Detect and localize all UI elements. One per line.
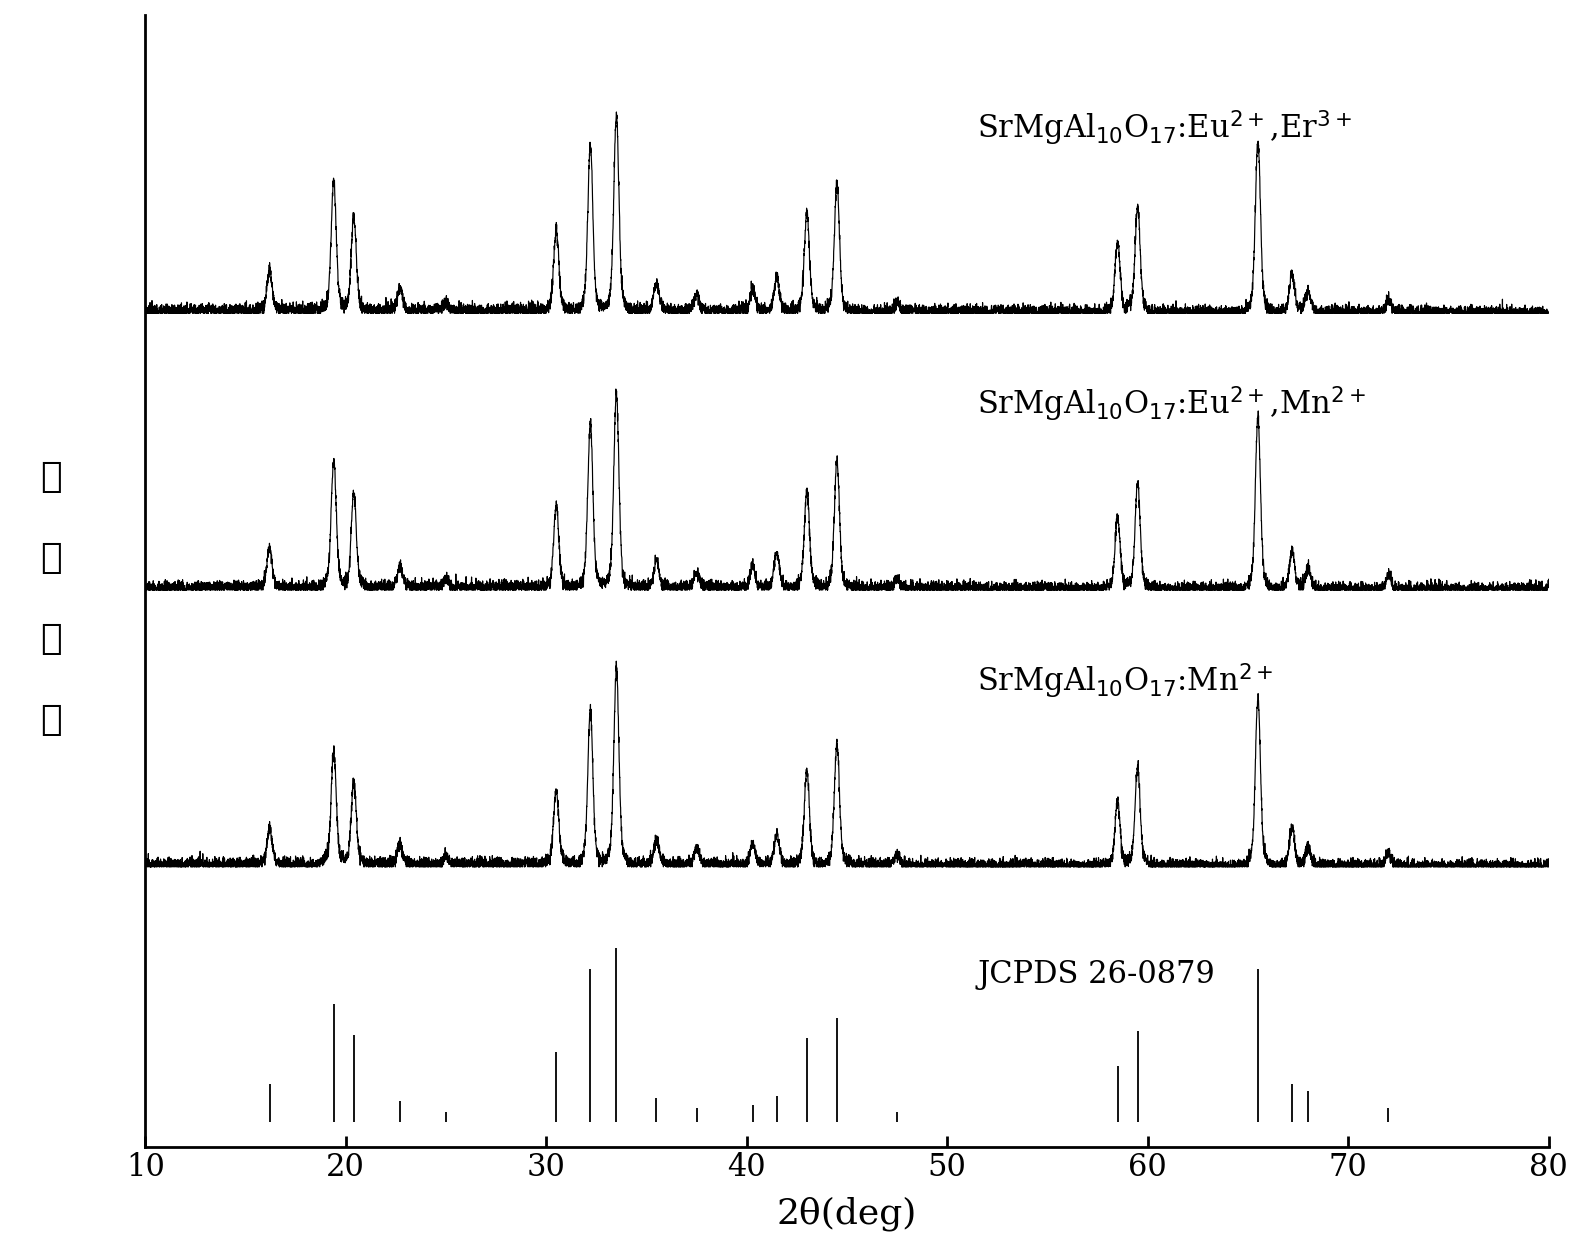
Text: JCPDS 26-0879: JCPDS 26-0879 bbox=[977, 959, 1216, 991]
Text: SrMgAl$_{10}$O$_{17}$:Mn$^{2+}$: SrMgAl$_{10}$O$_{17}$:Mn$^{2+}$ bbox=[977, 662, 1274, 701]
Text: 衍: 衍 bbox=[40, 460, 62, 493]
Text: SrMgAl$_{10}$O$_{17}$:Eu$^{2+}$,Er$^{3+}$: SrMgAl$_{10}$O$_{17}$:Eu$^{2+}$,Er$^{3+}… bbox=[977, 108, 1352, 147]
Text: 度: 度 bbox=[40, 703, 62, 736]
Text: SrMgAl$_{10}$O$_{17}$:Eu$^{2+}$,Mn$^{2+}$: SrMgAl$_{10}$O$_{17}$:Eu$^{2+}$,Mn$^{2+}… bbox=[977, 385, 1366, 425]
Text: 强: 强 bbox=[40, 622, 62, 655]
X-axis label: 2θ(deg): 2θ(deg) bbox=[777, 1196, 917, 1231]
Text: 射: 射 bbox=[40, 541, 62, 574]
